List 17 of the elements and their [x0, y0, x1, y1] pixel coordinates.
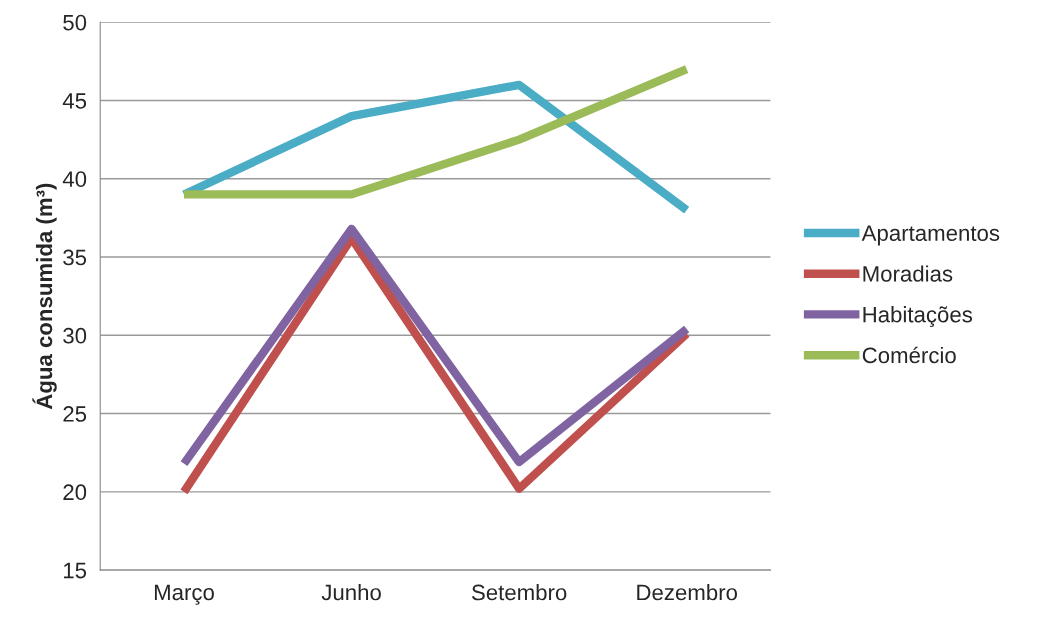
y-tick-label: 30: [63, 327, 87, 344]
legend-label: Apartamentos: [861, 225, 1000, 246]
y-tick-label: 50: [63, 14, 87, 31]
y-tick-label: 20: [63, 484, 87, 501]
y-tick-label: 15: [64, 562, 87, 579]
x-tick-label: Junho: [321, 584, 381, 601]
x-tick-label: Dezembro: [637, 584, 738, 601]
x-tick-label: Setembro: [471, 584, 567, 601]
y-tick-label: 35: [63, 249, 87, 266]
y-axis-title: Água consumida (m³): [32, 183, 57, 410]
y-tick-label: 45: [62, 93, 87, 109]
y-tick-label: 40: [62, 171, 87, 188]
legend-label: Moradias: [863, 265, 953, 282]
x-tick-label: Março: [154, 584, 214, 605]
y-tick-label: 25: [63, 406, 87, 422]
legend-label: Comércio: [862, 346, 956, 364]
legend-label: Habitações: [863, 306, 973, 327]
